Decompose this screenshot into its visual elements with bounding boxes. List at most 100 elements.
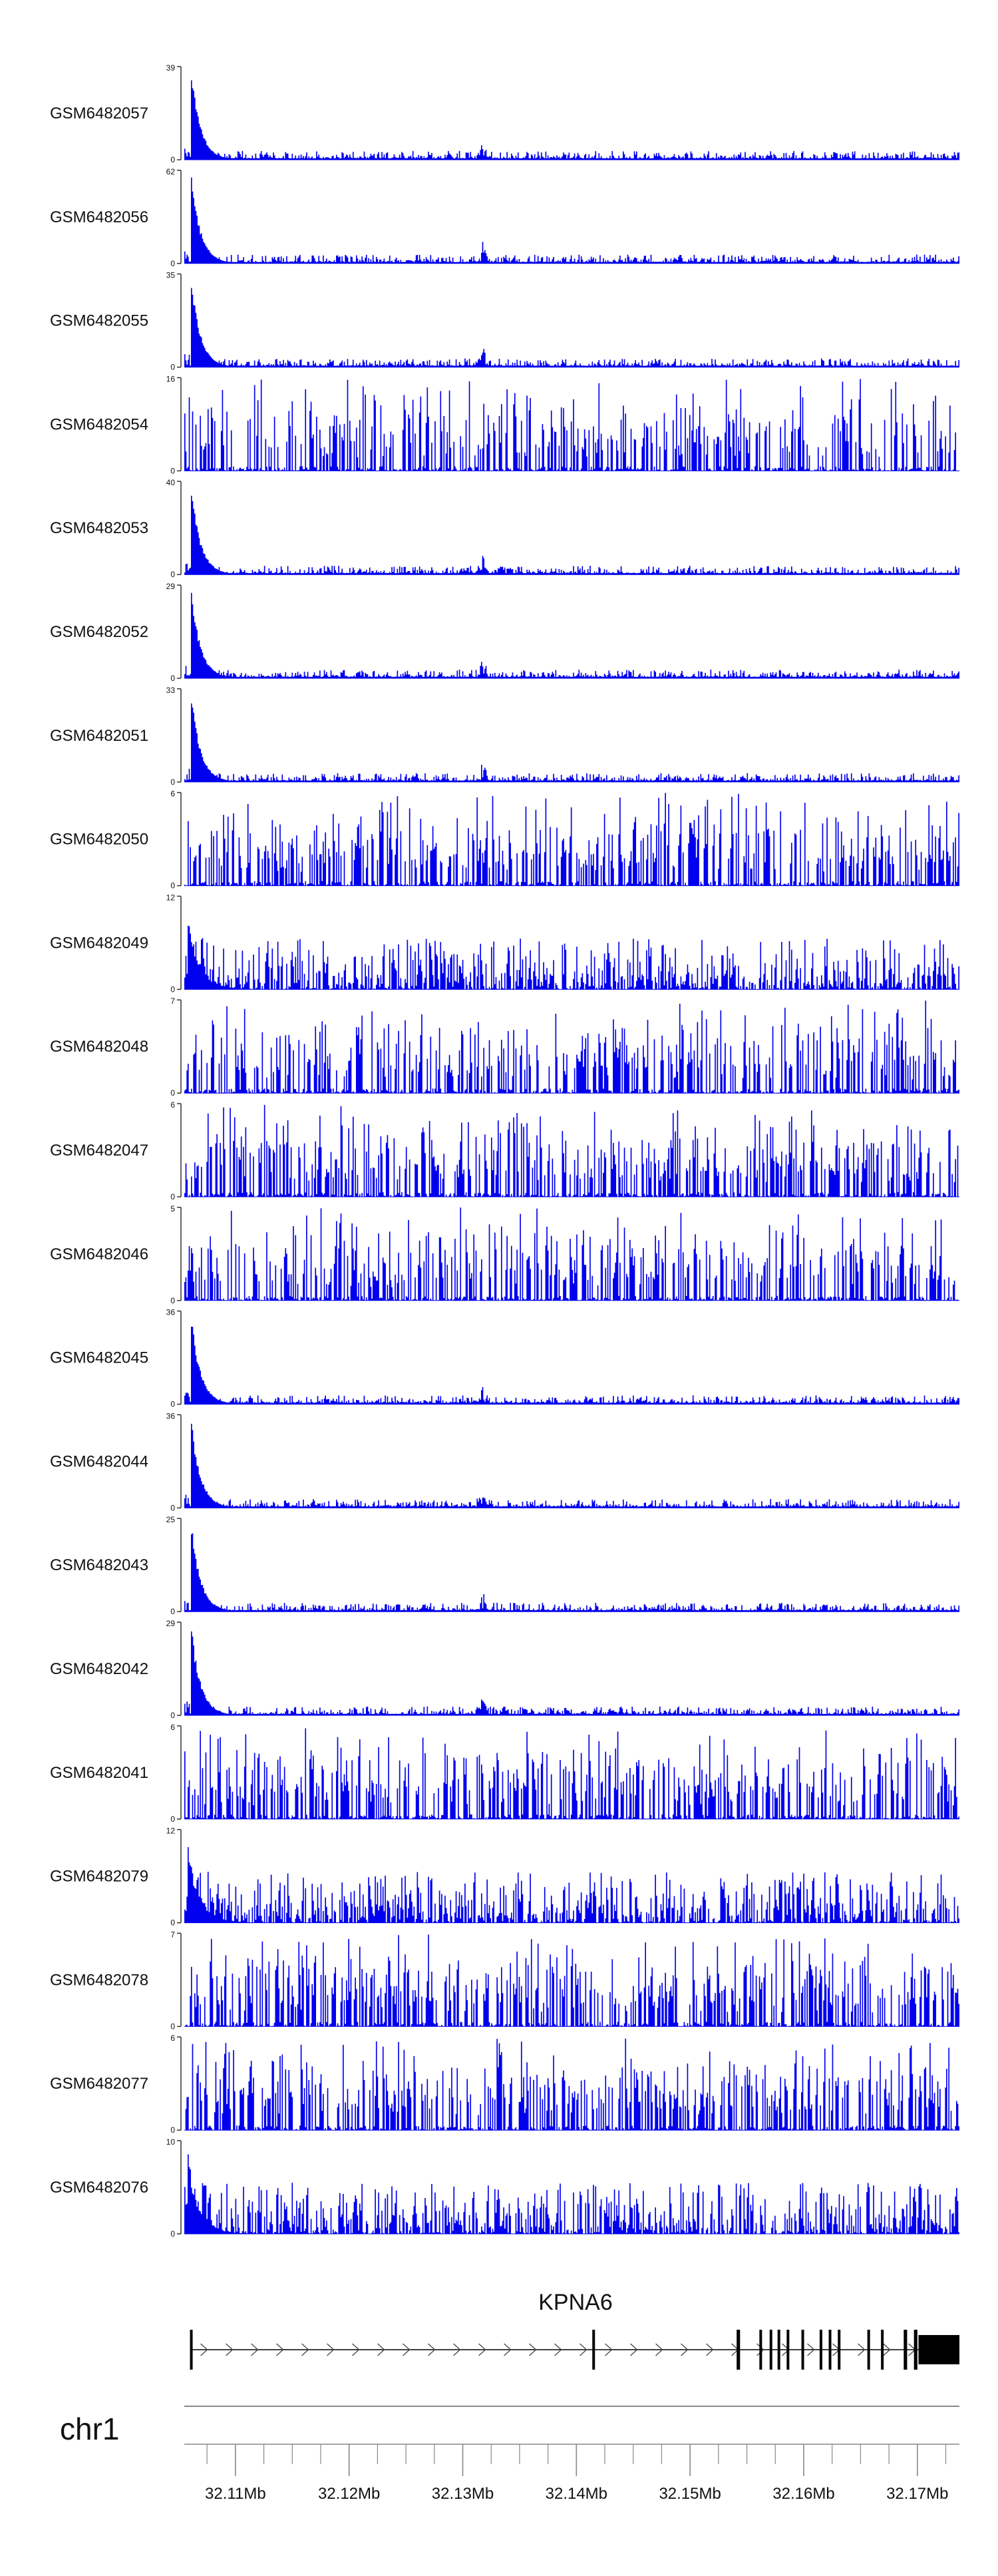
- signal-area: [184, 1934, 959, 2027]
- exon: [759, 2330, 762, 2370]
- track-label: GSM6482052: [50, 623, 148, 641]
- strand-arrow: [580, 2343, 587, 2356]
- track-label: GSM6482046: [50, 1245, 148, 1263]
- track-label: GSM6482045: [50, 1349, 148, 1367]
- track-label: GSM6482041: [50, 1764, 148, 1782]
- x-tick-label: 32.15Mb: [659, 2485, 721, 2503]
- track-GSM6482042: GSM6482042 29 0: [50, 1619, 959, 1720]
- track-GSM6482049: GSM6482049 12 0: [50, 893, 959, 994]
- strand-arrow: [807, 2343, 815, 2356]
- exon: [819, 2330, 822, 2370]
- y-tick-label-max: 29: [166, 1619, 176, 1628]
- exon: [914, 2330, 917, 2370]
- strand-arrow: [655, 2343, 663, 2356]
- signal-area: [184, 1424, 959, 1508]
- track-label: GSM6482056: [50, 208, 148, 226]
- exon: [904, 2330, 908, 2370]
- strand-arrow: [630, 2343, 638, 2356]
- genomic-axis: 32.11Mb 32.12Mb 32.13Mb 32.14Mb 32.15Mb 32.16…: [184, 2444, 959, 2503]
- track-label: GSM6482055: [50, 312, 148, 330]
- signal-area: [184, 1846, 959, 1923]
- y-tick-label-zero: 0: [170, 1088, 175, 1098]
- track-label: GSM6482079: [50, 1868, 148, 1886]
- y-tick-label-max: 6: [170, 1100, 175, 1110]
- signal-area: [184, 925, 959, 990]
- signal-area: [184, 1728, 959, 1819]
- exon: [769, 2330, 772, 2370]
- gene-name-label: KPNA6: [538, 2290, 613, 2315]
- track-GSM6482054: GSM6482054 16 0: [50, 374, 959, 475]
- y-tick-label-max: 7: [170, 996, 175, 1006]
- strand-arrow: [681, 2343, 689, 2356]
- y-tick-label-zero: 0: [170, 984, 175, 994]
- y-tick-label-max: 33: [166, 686, 176, 695]
- x-tick-label: 32.17Mb: [886, 2485, 948, 2503]
- track-label: GSM6482048: [50, 1038, 148, 1056]
- track-label: GSM6482077: [50, 2075, 148, 2093]
- y-tick-label-zero: 0: [170, 1503, 175, 1512]
- track-label: GSM6482047: [50, 1142, 148, 1160]
- track-GSM6482044: GSM6482044 36 0: [50, 1411, 959, 1512]
- signal-area: [184, 80, 959, 160]
- track-GSM6482057: GSM6482057 39 0: [50, 63, 959, 164]
- track-label: GSM6482044: [50, 1452, 148, 1470]
- signal-tracks: GSM6482057390GSM6482056620GSM6482055350G…: [50, 63, 959, 2239]
- y-tick-label-max: 6: [170, 1723, 175, 1732]
- track-GSM6482043: GSM6482043 25 0: [50, 1515, 959, 1616]
- y-tick-label-zero: 0: [170, 674, 175, 683]
- y-tick-label-max: 16: [166, 374, 176, 383]
- y-tick-label-max: 40: [166, 478, 176, 487]
- exon: [918, 2335, 959, 2364]
- y-tick-label-max: 36: [166, 1308, 176, 1317]
- exon: [881, 2330, 884, 2370]
- track-label: GSM6482057: [50, 105, 148, 122]
- exon: [737, 2330, 741, 2370]
- track-GSM6482076: GSM6482076 10 0: [50, 2137, 959, 2239]
- strand-arrow: [276, 2343, 284, 2356]
- strand-arrow: [756, 2343, 764, 2356]
- strand-arrow: [529, 2343, 537, 2356]
- track-label: GSM6482050: [50, 831, 148, 849]
- strand-arrow: [403, 2343, 411, 2356]
- y-tick-label-zero: 0: [170, 1296, 175, 1305]
- strand-arrow: [200, 2343, 208, 2356]
- y-tick-label-zero: 0: [170, 155, 175, 164]
- strand-arrow: [478, 2343, 486, 2356]
- y-tick-label-max: 10: [166, 2137, 176, 2147]
- x-tick-label: 32.11Mb: [205, 2485, 266, 2503]
- track-label: GSM6482042: [50, 1660, 148, 1678]
- track-label: GSM6482054: [50, 415, 148, 433]
- strand-arrow: [453, 2343, 461, 2356]
- signal-area: [184, 177, 959, 264]
- exon: [777, 2330, 780, 2370]
- strand-arrow: [226, 2343, 234, 2356]
- y-tick-label-max: 12: [166, 1826, 176, 1836]
- signal-area: [184, 2154, 959, 2234]
- strand-arrow: [377, 2343, 385, 2356]
- y-tick-label-max: 62: [166, 167, 176, 176]
- strand-arrow: [352, 2343, 360, 2356]
- signal-area: [184, 2038, 959, 2131]
- track-GSM6482055: GSM6482055 35 0: [50, 271, 959, 372]
- x-tick-label: 32.13Mb: [432, 2485, 494, 2503]
- track-GSM6482052: GSM6482052 29 0: [50, 582, 959, 683]
- track-label: GSM6482051: [50, 727, 148, 745]
- y-tick-label-zero: 0: [170, 1607, 175, 1616]
- chromosome-track: chr1: [60, 2406, 959, 2446]
- exon: [801, 2330, 804, 2370]
- signal-area: [184, 1000, 959, 1094]
- signal-area: [184, 793, 959, 886]
- gene-track: KPNA6: [190, 2290, 959, 2370]
- y-tick-label-zero: 0: [170, 2229, 175, 2239]
- y-tick-label-zero: 0: [170, 363, 175, 372]
- strand-arrow: [327, 2343, 335, 2356]
- track-GSM6482078: GSM6482078 7 0: [50, 1930, 959, 2031]
- track-GSM6482048: GSM6482048 7 0: [50, 996, 959, 1098]
- signal-area: [184, 1533, 959, 1612]
- y-tick-label-max: 25: [166, 1515, 176, 1524]
- strand-arrow: [251, 2343, 259, 2356]
- y-tick-label-zero: 0: [170, 259, 175, 268]
- strand-arrow: [301, 2343, 309, 2356]
- y-tick-label-max: 6: [170, 2034, 175, 2043]
- signal-area: [184, 288, 959, 367]
